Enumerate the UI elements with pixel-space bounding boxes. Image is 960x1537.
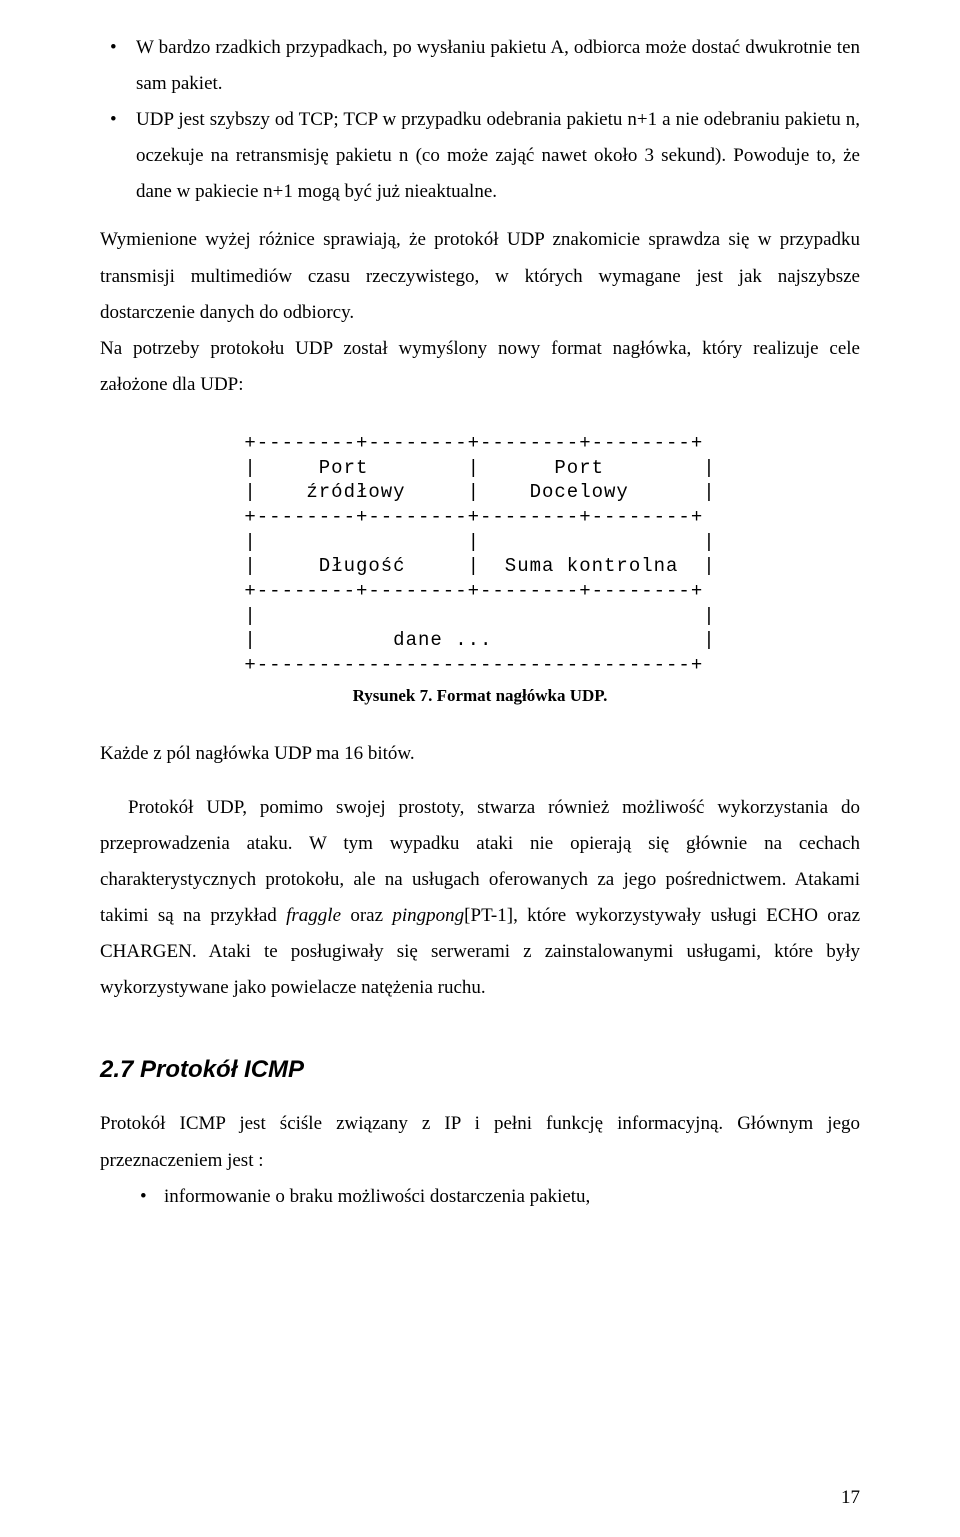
bullet-item: informowanie o braku możliwości dostarcz…	[100, 1179, 860, 1215]
top-bullet-list: W bardzo rzadkich przypadkach, po wysłan…	[100, 30, 860, 210]
bottom-bullet-list: informowanie o braku możliwości dostarcz…	[100, 1179, 860, 1215]
page-number: 17	[841, 1487, 860, 1509]
document-page: W bardzo rzadkich przypadkach, po wysłan…	[0, 0, 960, 1537]
ascii-diagram: +--------+--------+--------+--------+ | …	[244, 431, 715, 678]
paragraph: Protokół ICMP jest ściśle związany z IP …	[100, 1106, 860, 1178]
para4-text: Protokół UDP, pomimo swojej prostoty, st…	[100, 797, 860, 998]
udp-header-figure: +--------+--------+--------+--------+ | …	[100, 431, 860, 678]
spacer	[100, 772, 860, 790]
paragraph: Każde z pól nagłówka UDP ma 16 bitów.	[100, 736, 860, 772]
bullet-item: UDP jest szybszy od TCP; TCP w przypadku…	[100, 102, 860, 210]
figure-caption: Rysunek 7. Format nagłówka UDP.	[100, 686, 860, 706]
udp-attacks-paragraph: Protokół UDP, pomimo swojej prostoty, st…	[100, 790, 860, 1007]
paragraph: Wymienione wyżej różnice sprawiają, że p…	[100, 222, 860, 330]
paragraph: Na potrzeby protokołu UDP został wymyślo…	[100, 331, 860, 403]
section-heading-icmp: 2.7 Protokół ICMP	[100, 1056, 860, 1084]
bullet-item: W bardzo rzadkich przypadkach, po wysłan…	[100, 30, 860, 102]
